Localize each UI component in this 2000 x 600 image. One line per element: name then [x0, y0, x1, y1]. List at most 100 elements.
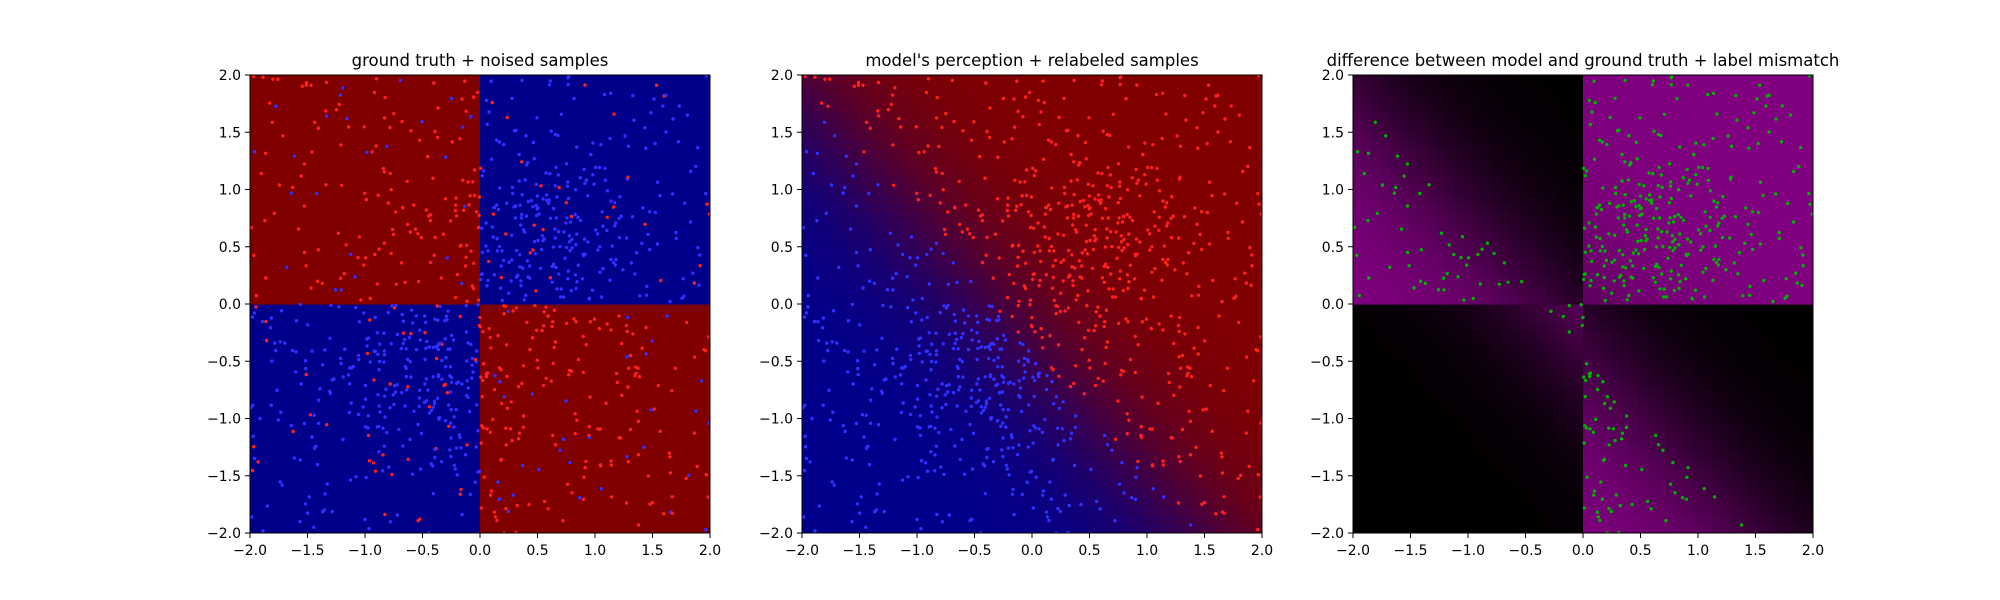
heatmap-cell — [342, 203, 352, 213]
heatmap-cell — [995, 166, 1005, 177]
heatmap-cell — [986, 120, 996, 131]
heatmap-cell — [443, 175, 453, 186]
scatter-point — [512, 129, 517, 133]
scatter-point — [546, 507, 550, 511]
heatmap-cell — [848, 349, 858, 360]
heatmap-cell — [489, 313, 499, 323]
heatmap-cell — [848, 276, 858, 287]
heatmap-cell — [1004, 75, 1015, 85]
heatmap-cell — [894, 413, 904, 424]
heatmap-cell — [268, 84, 279, 94]
heatmap-cell — [912, 157, 923, 168]
heatmap-cell — [1013, 478, 1024, 488]
heatmap-cell — [406, 377, 417, 388]
heatmap-cell — [884, 184, 895, 195]
heatmap-cell — [1041, 84, 1051, 94]
heatmap-cell — [553, 111, 564, 122]
heatmap-cell — [415, 175, 426, 186]
heatmap-cell — [415, 84, 426, 94]
heatmap-cell — [829, 139, 840, 149]
heatmap-cell — [572, 267, 582, 278]
scatter-point — [645, 284, 649, 289]
heatmap-cell — [958, 111, 969, 122]
heatmap-cell — [388, 514, 398, 525]
heatmap-cell — [461, 120, 472, 131]
heatmap-cell — [452, 175, 463, 186]
heatmap-cell — [802, 459, 812, 470]
heatmap-cell — [277, 441, 288, 452]
heatmap-cell — [360, 313, 371, 323]
heatmap-cell — [397, 111, 407, 122]
heatmap-cell — [995, 368, 1005, 378]
heatmap-cell — [526, 340, 536, 351]
heatmap-cell — [884, 84, 895, 94]
heatmap-cell — [250, 514, 260, 525]
heatmap-cell — [986, 221, 996, 232]
heatmap-cell — [516, 505, 527, 516]
heatmap-cell — [857, 459, 867, 470]
scatter-point — [626, 366, 631, 370]
heatmap-cell — [277, 93, 288, 104]
heatmap-cell — [415, 487, 426, 497]
heatmap-cell — [480, 340, 490, 351]
heatmap-cell — [581, 84, 591, 94]
heatmap-cell — [259, 386, 269, 397]
scatter-point — [363, 256, 368, 260]
heatmap-cell — [406, 276, 417, 287]
heatmap-cell — [1004, 102, 1015, 113]
heatmap-cell — [590, 322, 601, 333]
heatmap-cell — [369, 395, 380, 406]
heatmap-cell — [1059, 139, 1070, 149]
scatter-point — [497, 140, 502, 144]
heatmap-cell — [526, 294, 536, 305]
heatmap-cell — [452, 514, 463, 525]
heatmap-cell — [608, 212, 619, 223]
scatter-point — [462, 208, 466, 212]
heatmap-cell — [654, 120, 665, 131]
scatter-point — [584, 178, 589, 182]
heatmap-cell — [388, 166, 398, 177]
scatter-point — [363, 397, 368, 401]
heatmap-cell — [351, 340, 361, 351]
heatmap-cell — [562, 413, 573, 424]
heatmap-cell — [351, 349, 361, 360]
heatmap-cell — [866, 313, 877, 323]
heatmap-cell — [544, 221, 555, 232]
heatmap-cell — [553, 432, 564, 442]
scatter-point — [431, 375, 435, 379]
scatter-point — [372, 349, 376, 353]
heatmap-cell — [507, 221, 518, 232]
scatter-point — [681, 277, 685, 281]
heatmap-cell — [673, 184, 683, 195]
heatmap-cell — [636, 276, 647, 287]
heatmap-cell — [507, 75, 518, 85]
heatmap-cell — [921, 129, 932, 140]
heatmap-cell — [323, 441, 334, 452]
heatmap-cell — [498, 423, 509, 433]
heatmap-cell — [250, 478, 260, 488]
heatmap-cell — [443, 368, 453, 378]
heatmap-cell — [498, 75, 509, 85]
scatter-point — [463, 204, 467, 208]
scatter-point — [608, 278, 612, 282]
heatmap-cell — [1050, 111, 1061, 122]
heatmap-cell — [829, 514, 840, 525]
heatmap-cell — [811, 368, 821, 378]
heatmap-cell — [811, 75, 821, 85]
heatmap-cell — [894, 139, 904, 149]
heatmap-cell — [480, 478, 490, 488]
heatmap-cell — [406, 175, 417, 186]
heatmap-cell — [884, 294, 895, 305]
heatmap-cell — [424, 349, 435, 360]
scatter-point — [433, 235, 437, 240]
heatmap-cell — [286, 514, 297, 525]
heatmap-cell — [700, 221, 710, 232]
heatmap-cell — [1032, 322, 1042, 333]
scatter-point — [445, 318, 449, 322]
heatmap-cell — [940, 203, 950, 213]
heatmap-cell — [332, 166, 343, 177]
heatmap-cell — [424, 148, 435, 159]
heatmap-cell — [562, 148, 573, 159]
heatmap-cell — [507, 340, 518, 351]
heatmap-cell — [1059, 523, 1070, 533]
